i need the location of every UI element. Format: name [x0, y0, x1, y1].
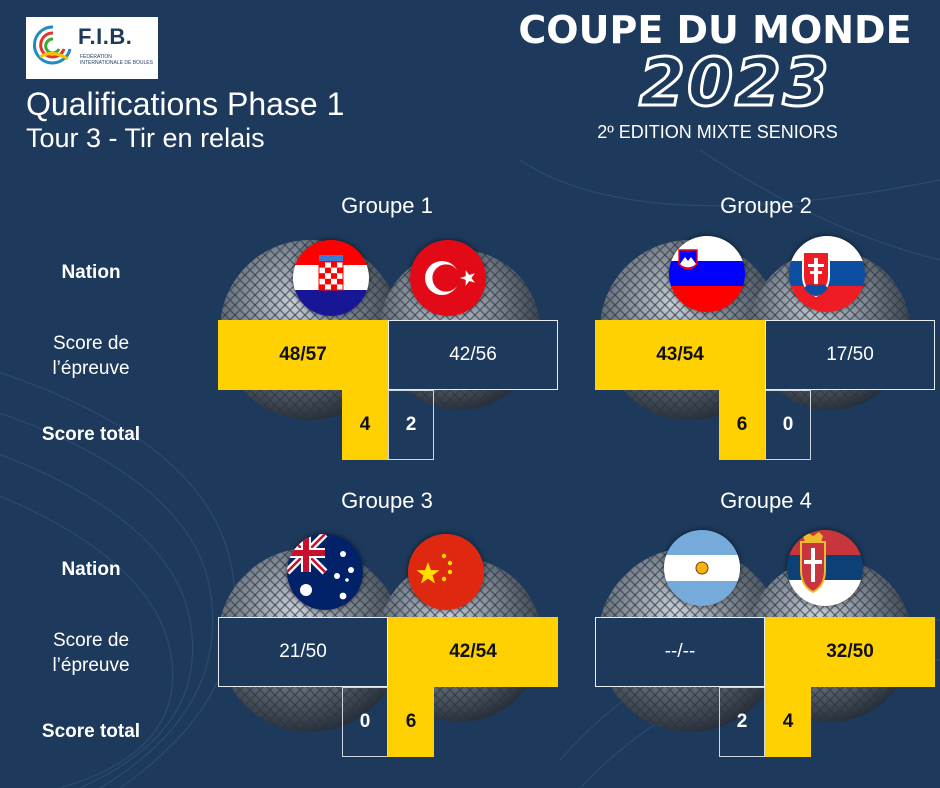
score-box: 48/57	[218, 320, 388, 390]
score-label-line2: l’épreuve	[52, 655, 130, 676]
score-box: 21/50	[218, 617, 388, 687]
total-box: 6	[388, 687, 434, 757]
total-box: 0	[765, 390, 811, 460]
score-label-line1: Score de	[52, 333, 130, 354]
slovenia-flag-icon	[669, 236, 745, 312]
score-box: 32/50	[765, 617, 935, 687]
argentina-flag-icon	[664, 530, 740, 606]
fib-logo-icon	[33, 25, 72, 65]
score-label-line1: Score de	[52, 630, 130, 651]
australia-flag-icon	[287, 534, 363, 610]
nation-label: Nation	[61, 559, 121, 580]
group-title: Groupe 2	[720, 193, 812, 218]
total-label: Score total	[41, 424, 141, 445]
group-title: Groupe 4	[720, 488, 812, 513]
score-box: 42/54	[388, 617, 558, 687]
score-box: --/--	[595, 617, 765, 687]
nation-label: Nation	[61, 262, 121, 283]
total-box: 0	[342, 687, 388, 757]
total-box: 4	[342, 390, 388, 460]
fib-logo: F.I.B. FÉDÉRATION INTERNATIONALE DE BOUL…	[26, 17, 158, 79]
group-title: Groupe 3	[341, 488, 433, 513]
croatia-flag-icon	[293, 240, 369, 316]
serbia-flag-icon	[787, 530, 863, 606]
event-subtitle: 2º EDITION MIXTE SENIORS	[597, 122, 838, 142]
score-box: 17/50	[765, 320, 935, 390]
turkey-flag-icon	[410, 240, 486, 316]
logo-subtitle: FÉDÉRATION INTERNATIONALE DE BOULES	[80, 54, 153, 66]
total-box: 2	[388, 390, 434, 460]
total-box: 2	[719, 687, 765, 757]
total-label: Score total	[41, 721, 141, 742]
total-box: 6	[719, 390, 765, 460]
logo-text: F.I.B.	[78, 24, 133, 49]
group-title: Groupe 1	[341, 193, 433, 218]
china-flag-icon	[408, 534, 484, 610]
score-label-line2: l’épreuve	[52, 358, 130, 379]
total-box: 4	[765, 687, 811, 757]
score-box: 43/54	[595, 320, 765, 390]
event-title: COUPE DU MONDE	[518, 8, 912, 52]
score-box: 42/56	[388, 320, 558, 390]
slovakia-flag-icon	[789, 236, 865, 312]
page-subtitle: Tour 3 - Tir en relais	[26, 123, 265, 153]
event-year: 2023	[638, 44, 831, 121]
page-title: Qualifications Phase 1	[26, 86, 345, 122]
